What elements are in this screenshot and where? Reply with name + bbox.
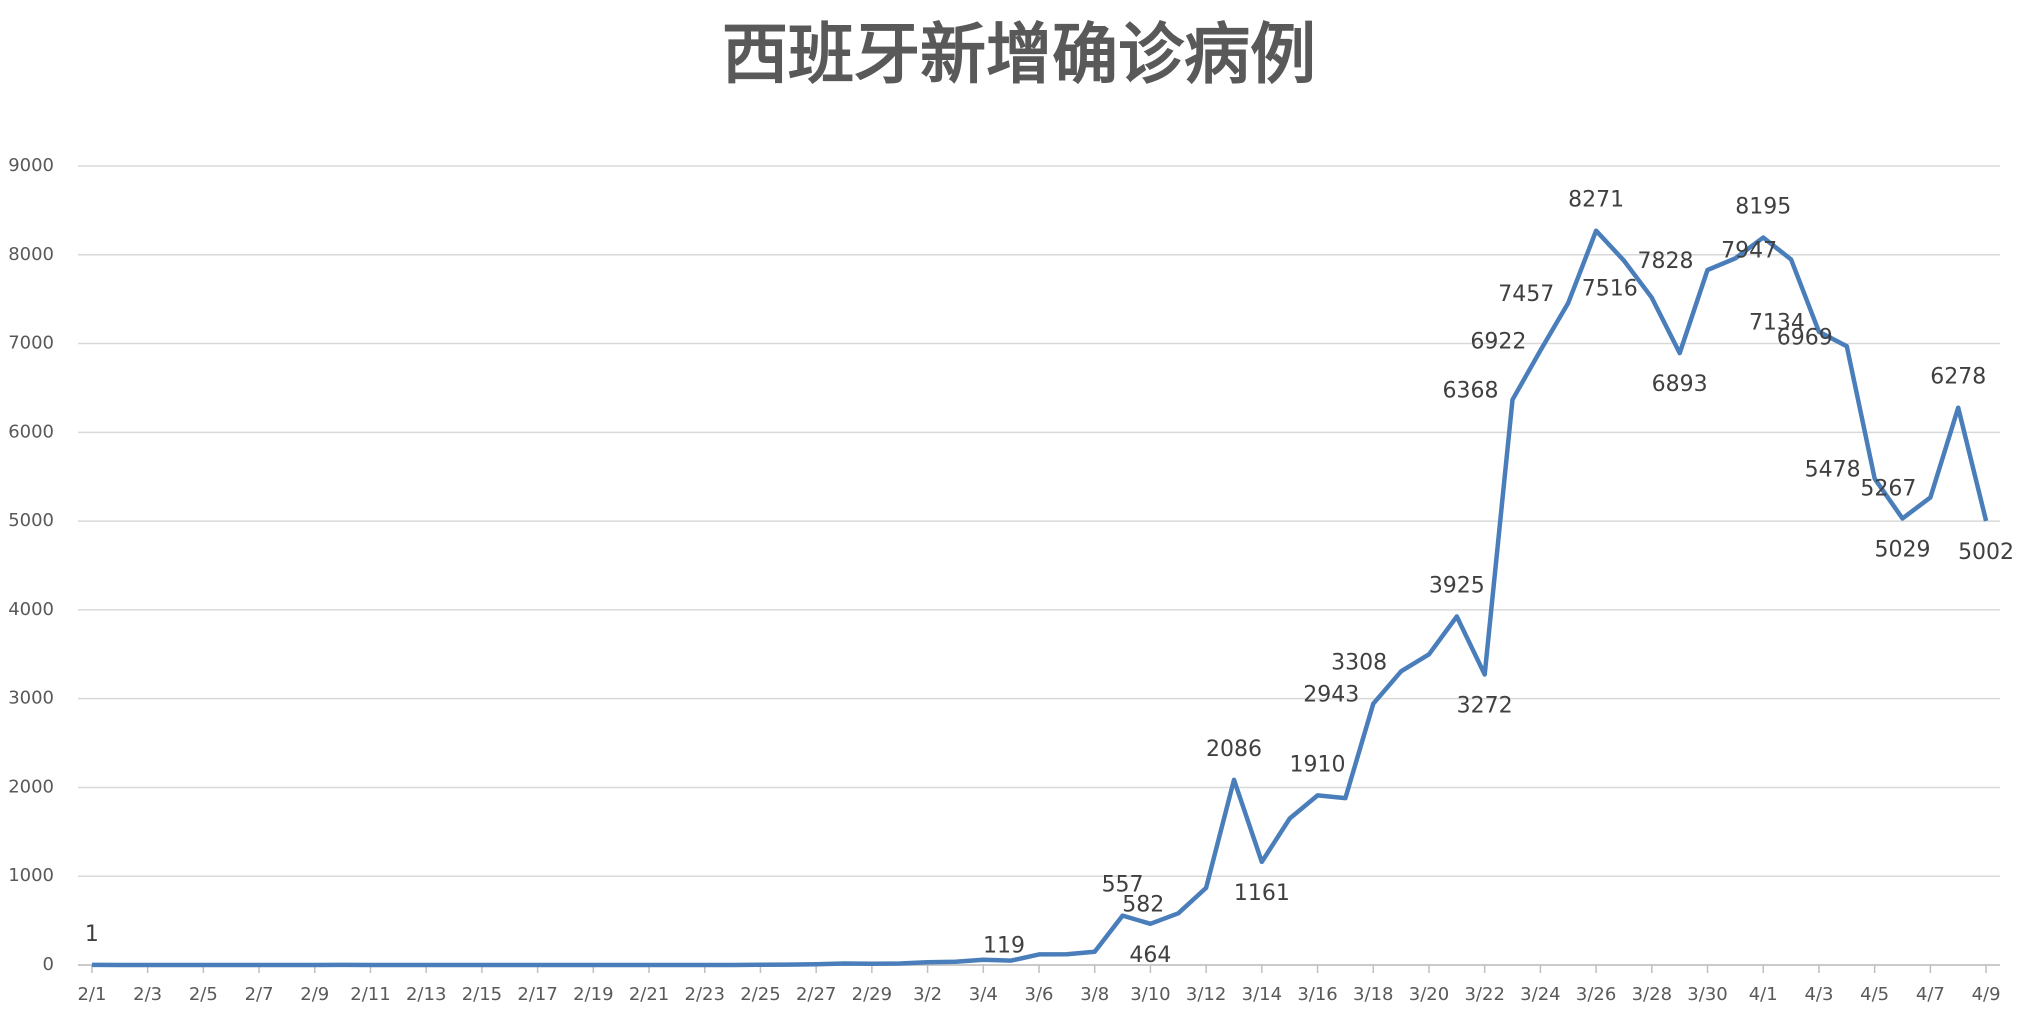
data-label: 6278	[1930, 365, 1986, 390]
x-tick-label: 2/11	[350, 984, 390, 1005]
x-tick-label: 4/5	[1860, 984, 1889, 1005]
x-tick-label: 3/18	[1353, 984, 1393, 1005]
x-tick-label: 2/21	[629, 984, 669, 1005]
x-tick-label: 3/2	[913, 984, 942, 1005]
data-label: 1161	[1234, 881, 1290, 906]
x-tick-label: 3/30	[1687, 984, 1727, 1005]
data-label: 6922	[1470, 329, 1526, 354]
x-tick-label: 3/12	[1186, 984, 1226, 1005]
y-tick-label: 8000	[8, 244, 54, 265]
x-tick-label: 2/17	[517, 984, 557, 1005]
x-tick-label: 2/13	[406, 984, 446, 1005]
x-tick-label: 3/8	[1080, 984, 1109, 1005]
data-label: 2943	[1303, 683, 1359, 708]
x-tick-label: 3/10	[1130, 984, 1170, 1005]
x-tick-label: 3/28	[1632, 984, 1672, 1005]
y-tick-label: 2000	[8, 776, 54, 797]
x-tick-label: 4/1	[1749, 984, 1778, 1005]
x-tick-label: 3/14	[1242, 984, 1282, 1005]
x-tick-label: 2/1	[77, 984, 106, 1005]
x-tick-label: 2/3	[133, 984, 162, 1005]
data-label: 1910	[1290, 752, 1346, 777]
data-label: 7516	[1582, 277, 1638, 302]
x-tick-label: 3/6	[1025, 984, 1054, 1005]
data-label: 1	[85, 922, 99, 947]
x-tick-label: 4/7	[1916, 984, 1945, 1005]
data-label: 8195	[1735, 194, 1791, 219]
y-tick-label: 3000	[8, 688, 54, 709]
data-label: 5029	[1875, 538, 1931, 563]
x-tick-label: 2/27	[796, 984, 836, 1005]
data-label: 8271	[1568, 188, 1624, 213]
x-tick-label: 2/9	[300, 984, 329, 1005]
data-label: 6368	[1443, 379, 1499, 404]
data-label: 557	[1102, 873, 1144, 898]
x-tick-label: 2/7	[245, 984, 274, 1005]
line	[91, 228, 1989, 968]
data-label: 5267	[1860, 476, 1916, 501]
data-label: 7947	[1721, 238, 1777, 263]
y-tick-label: 4000	[8, 599, 54, 620]
data-label: 3272	[1457, 694, 1513, 719]
data-label: 5478	[1805, 458, 1861, 483]
x-tick-label: 4/3	[1804, 984, 1833, 1005]
data-label: 464	[1129, 943, 1171, 968]
y-tick-label: 9000	[8, 155, 54, 176]
data-label: 6893	[1652, 372, 1708, 397]
data-label: 119	[983, 933, 1025, 958]
x-tick-label: 2/25	[740, 984, 780, 1005]
x-tick-label: 3/24	[1520, 984, 1560, 1005]
y-tick-label: 7000	[8, 333, 54, 354]
x-tick-label: 2/23	[685, 984, 725, 1005]
y-tick-label: 6000	[8, 421, 54, 442]
x-tick-label: 2/5	[189, 984, 218, 1005]
x-tick-label: 3/20	[1409, 984, 1449, 1005]
data-label: 7828	[1638, 249, 1694, 274]
x-tick-label: 2/15	[462, 984, 502, 1005]
data-label: 3308	[1331, 650, 1387, 675]
data-label: 3925	[1429, 574, 1485, 599]
x-tick-label: 4/9	[1972, 984, 2001, 1005]
data-label: 2086	[1206, 737, 1262, 762]
data-label: 6969	[1777, 325, 1833, 350]
data-label: 7457	[1498, 282, 1554, 307]
y-tick-label: 1000	[8, 865, 54, 886]
y-tick-label: 5000	[8, 510, 54, 531]
data-label: 7134	[1749, 311, 1805, 336]
x-tick-label: 3/22	[1464, 984, 1504, 1005]
chart-title: 西班牙新增确诊病例	[722, 15, 1316, 93]
data-label: 582	[1122, 892, 1164, 917]
x-tick-label: 2/19	[573, 984, 613, 1005]
x-tick-label: 2/29	[852, 984, 892, 1005]
y-tick-label: 0	[43, 954, 54, 975]
x-tick-label: 3/4	[969, 984, 998, 1005]
x-tick-label: 3/16	[1297, 984, 1337, 1005]
data-label: 5002	[1958, 540, 2014, 565]
x-tick-label: 3/26	[1576, 984, 1616, 1005]
